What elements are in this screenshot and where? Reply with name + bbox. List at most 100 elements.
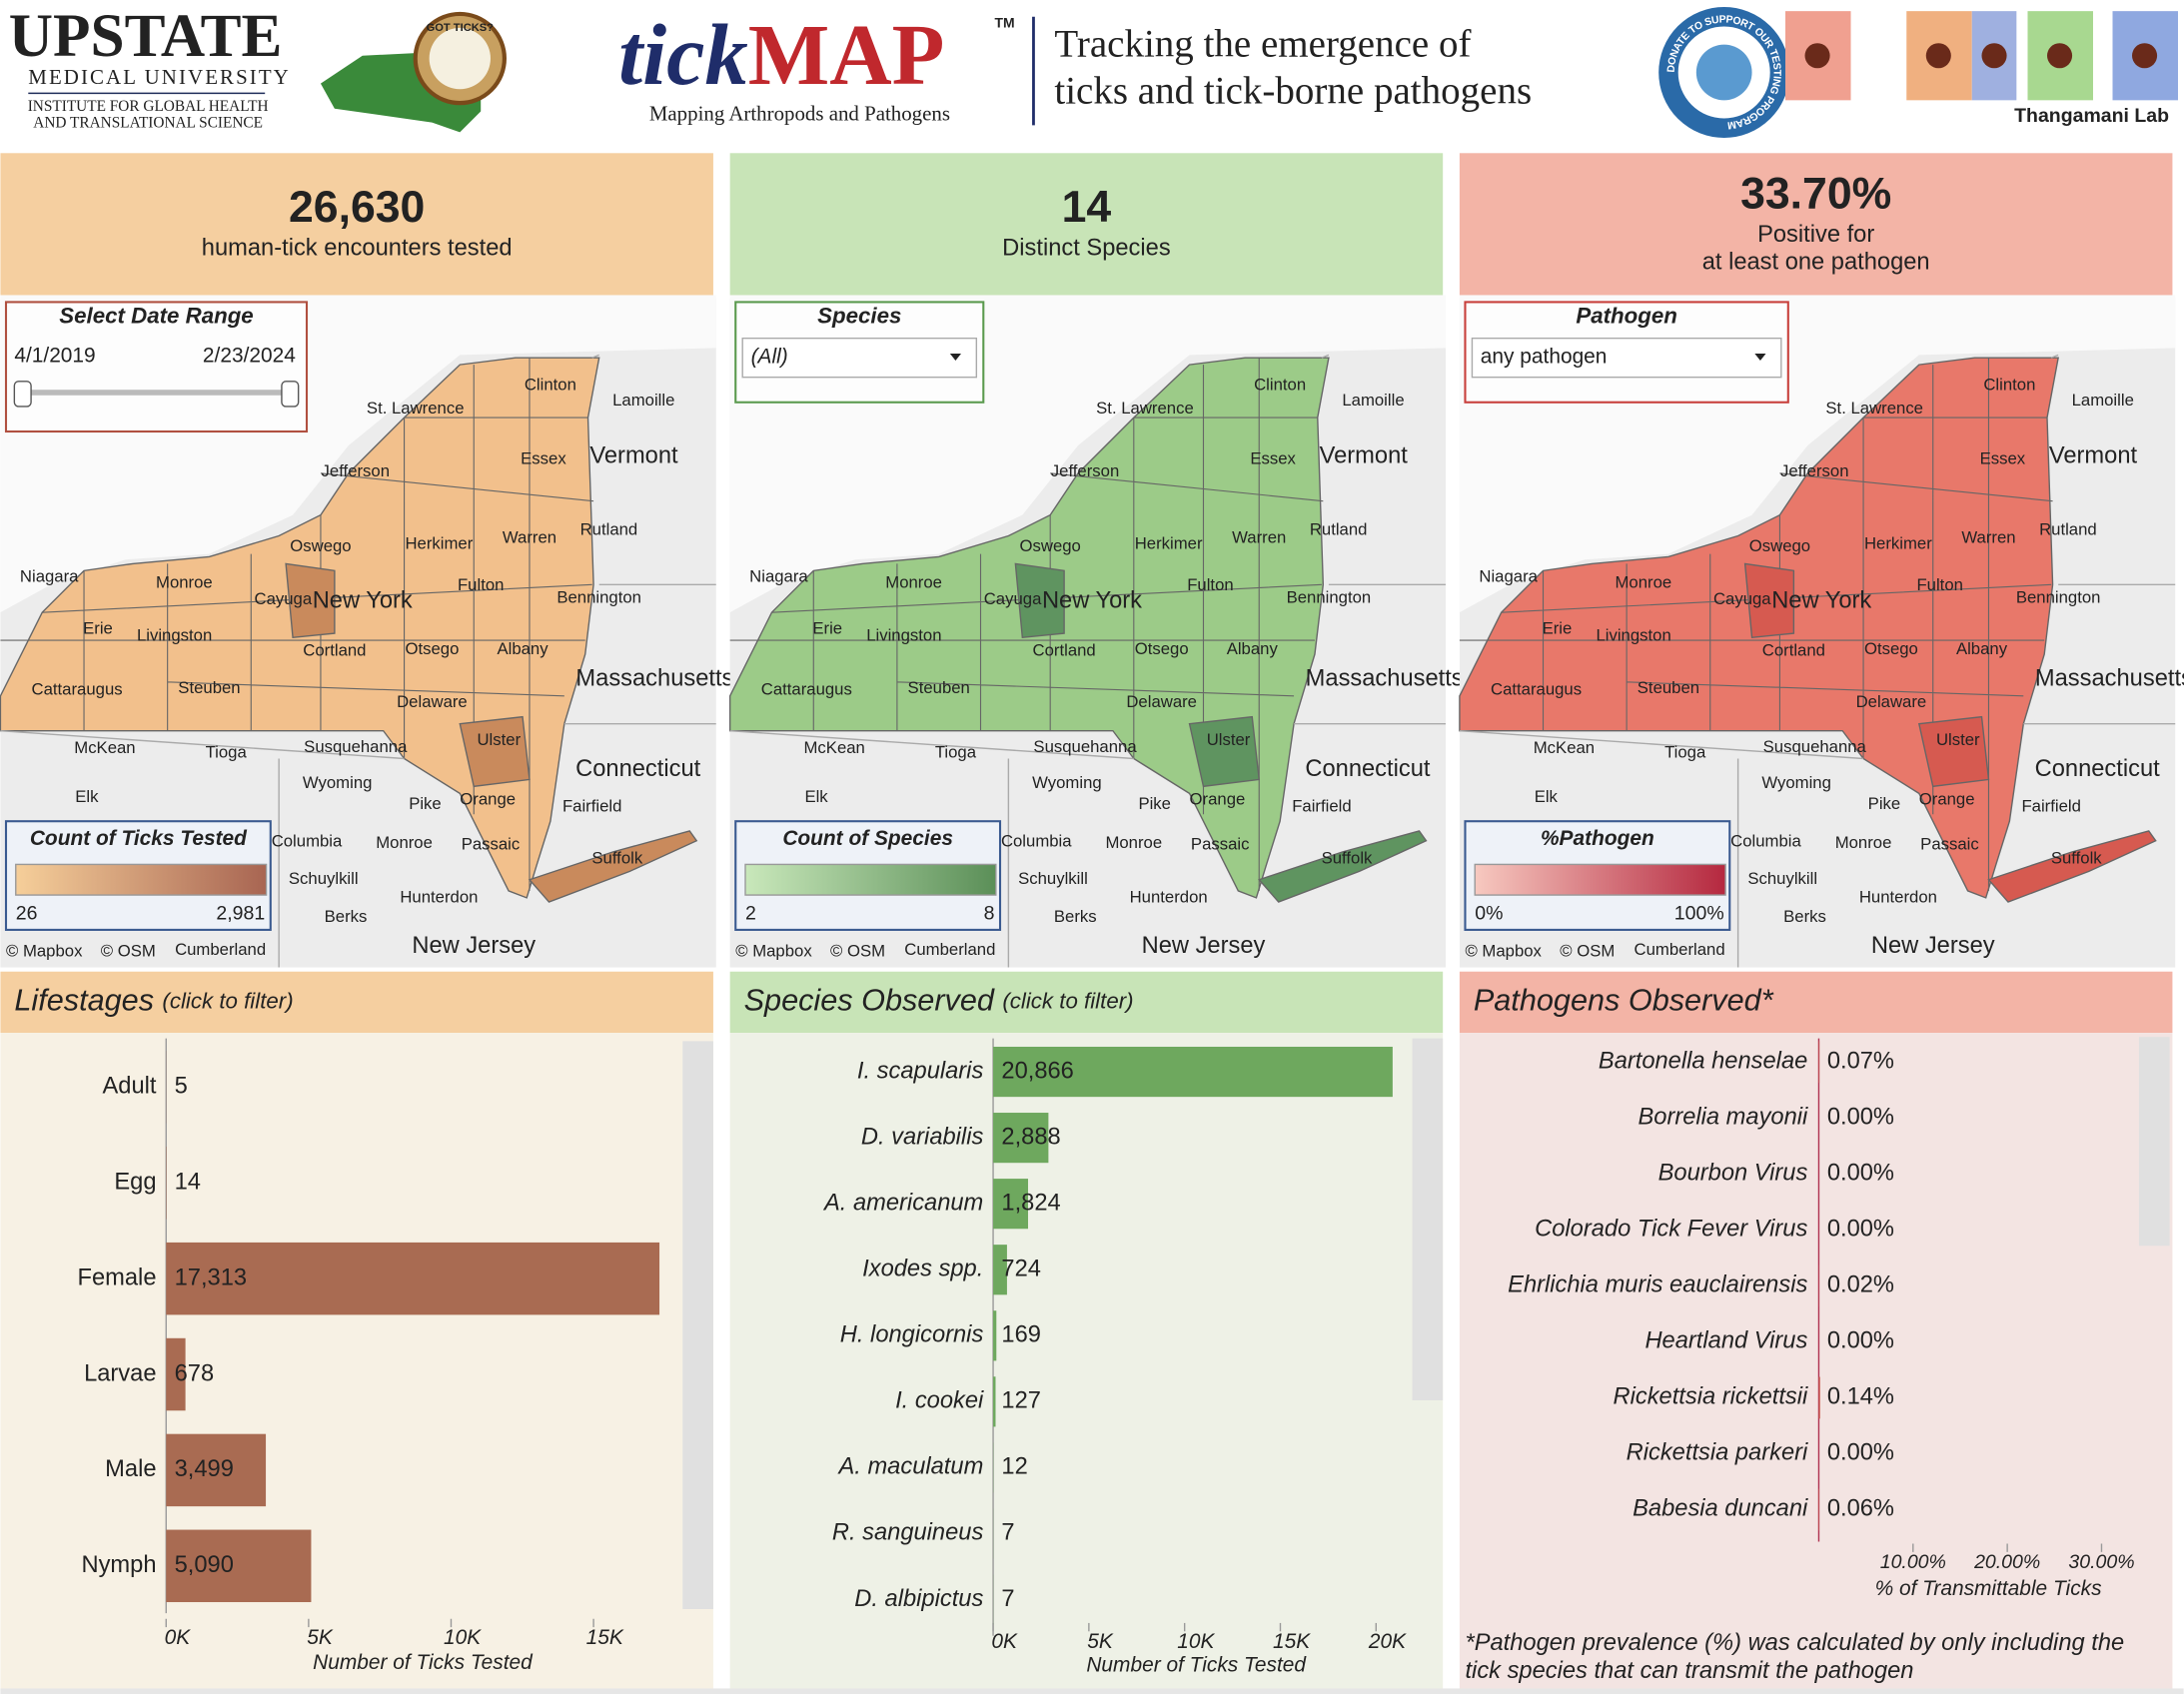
kpi-card xyxy=(1459,153,2173,296)
bar[interactable] xyxy=(993,1113,1049,1164)
kpi-label: at least one pathogen xyxy=(1702,250,1930,276)
legend-ramp xyxy=(1474,863,1726,896)
value-label: 0.00% xyxy=(1827,1328,1894,1354)
place-label: New York xyxy=(1042,587,1142,613)
place-label: Bennington xyxy=(556,588,641,607)
place-label: Livingston xyxy=(866,625,941,644)
place-label: Massachusetts xyxy=(2035,665,2184,691)
highlight-county xyxy=(1014,562,1260,788)
bar[interactable] xyxy=(166,1433,267,1507)
scrollbar[interactable] xyxy=(682,1041,713,1609)
dropdown-value: (All) xyxy=(751,346,788,369)
bar[interactable] xyxy=(1818,1376,1820,1419)
place-label: Orange xyxy=(1919,790,1975,809)
heading: ticks and tick-borne pathogens xyxy=(1054,70,1532,113)
state-borders xyxy=(729,354,1446,968)
place-label: Warren xyxy=(1961,528,2015,547)
dropdown[interactable] xyxy=(1471,337,1782,379)
filter-title: Species xyxy=(817,304,901,329)
place-label: Delaware xyxy=(1856,692,1927,711)
place-label: Hunterdon xyxy=(400,887,478,906)
chart-background xyxy=(729,1033,1444,1692)
value-label: 0.06% xyxy=(1827,1496,1894,1522)
scrollbar[interactable] xyxy=(2138,1037,2170,1247)
place-label: Niagara xyxy=(749,567,808,586)
place-label: Suffolk xyxy=(591,848,642,867)
legend-max: 2,981 xyxy=(216,903,265,925)
bar[interactable] xyxy=(993,1179,1029,1230)
place-label: Fulton xyxy=(1187,575,1233,594)
place-label: Elk xyxy=(804,787,828,806)
place-label: Orange xyxy=(1190,790,1246,809)
bar[interactable] xyxy=(166,1529,312,1603)
title-part: MAP xyxy=(748,7,945,103)
chart-subtitle: (click to filter) xyxy=(1002,988,1133,1013)
place-label: New York xyxy=(313,587,413,613)
place-label: Wyoming xyxy=(1761,773,1831,792)
highlight-county xyxy=(1743,562,1990,788)
place-label: Niagara xyxy=(1479,567,1538,586)
place-label: Fulton xyxy=(1916,575,1962,594)
place-label: Monroe xyxy=(1616,572,1672,591)
category-label: I. cookei xyxy=(895,1388,984,1414)
category-label: Rickettsia parkeri xyxy=(1627,1440,1808,1466)
slider-handle[interactable] xyxy=(13,381,32,408)
place-label: Albany xyxy=(497,639,548,658)
category-label: D. albipictus xyxy=(854,1586,983,1612)
place-label: Fairfield xyxy=(2021,797,2080,816)
place-label: Connecticut xyxy=(1305,756,1431,782)
place-label: Jefferson xyxy=(1780,461,1848,480)
bar[interactable] xyxy=(1818,1041,1820,1084)
x-axis-title: Number of Ticks Tested xyxy=(1086,1654,1307,1677)
place-label: McKean xyxy=(74,738,135,757)
value-label: 3,499 xyxy=(175,1456,234,1482)
place-label: Oswego xyxy=(1020,536,1081,555)
place-label: New Jersey xyxy=(1871,933,1995,959)
scrollbar[interactable] xyxy=(1412,1038,1444,1400)
place-label: Cortland xyxy=(303,641,366,660)
x-tick-label: 5K xyxy=(307,1626,334,1649)
value-label: 0.02% xyxy=(1827,1272,1894,1298)
slider-handle[interactable] xyxy=(281,381,300,408)
logo-text: UPSTATE xyxy=(9,2,283,70)
place-label: Vermont xyxy=(2049,442,2138,468)
place-label: Fairfield xyxy=(562,797,621,816)
place-label: Livingston xyxy=(137,625,212,644)
long-island xyxy=(1987,830,2157,903)
place-label: Tioga xyxy=(1664,742,1706,761)
category-label: Female xyxy=(78,1265,157,1290)
chart-title-band xyxy=(1459,971,2173,1034)
map-credit: © OSM xyxy=(1560,942,1615,961)
place-label: Warren xyxy=(1232,528,1286,547)
value-label: 0.07% xyxy=(1827,1049,1894,1075)
place-label: Rutland xyxy=(2039,519,2097,538)
filter-title: Pathogen xyxy=(1576,304,1677,329)
value-label: 0.14% xyxy=(1827,1384,1894,1410)
chart-title: Pathogens Observed* xyxy=(1474,983,1774,1017)
tick-icon xyxy=(2132,43,2158,69)
place-label: Essex xyxy=(1250,448,1296,467)
bar[interactable] xyxy=(166,1242,660,1315)
place-label: Orange xyxy=(460,790,516,809)
place-label: Jefferson xyxy=(322,461,390,480)
bar[interactable] xyxy=(993,1376,996,1427)
dropdown-arrow xyxy=(949,353,962,361)
place-label: Tioga xyxy=(935,742,977,761)
place-label: Massachusetts xyxy=(575,665,733,691)
bar[interactable] xyxy=(993,1245,1007,1295)
filter-box xyxy=(4,301,309,433)
bar[interactable] xyxy=(993,1310,997,1361)
category-label: Adult xyxy=(103,1074,157,1100)
place-label: Schuylkill xyxy=(289,869,359,888)
bottom-bar xyxy=(0,1688,2184,1694)
bar[interactable] xyxy=(993,1046,1393,1098)
dropdown[interactable] xyxy=(741,337,978,379)
value-label: 0.00% xyxy=(1827,1217,1894,1243)
bar[interactable] xyxy=(1818,1488,1820,1531)
bar[interactable] xyxy=(166,1337,186,1411)
tick-icon xyxy=(1804,43,1830,69)
legend-title: Count of Ticks Tested xyxy=(30,827,248,850)
place-label: Wyoming xyxy=(1032,773,1102,792)
place-label: Vermont xyxy=(589,442,678,468)
value-label: 20,866 xyxy=(1001,1058,1073,1084)
